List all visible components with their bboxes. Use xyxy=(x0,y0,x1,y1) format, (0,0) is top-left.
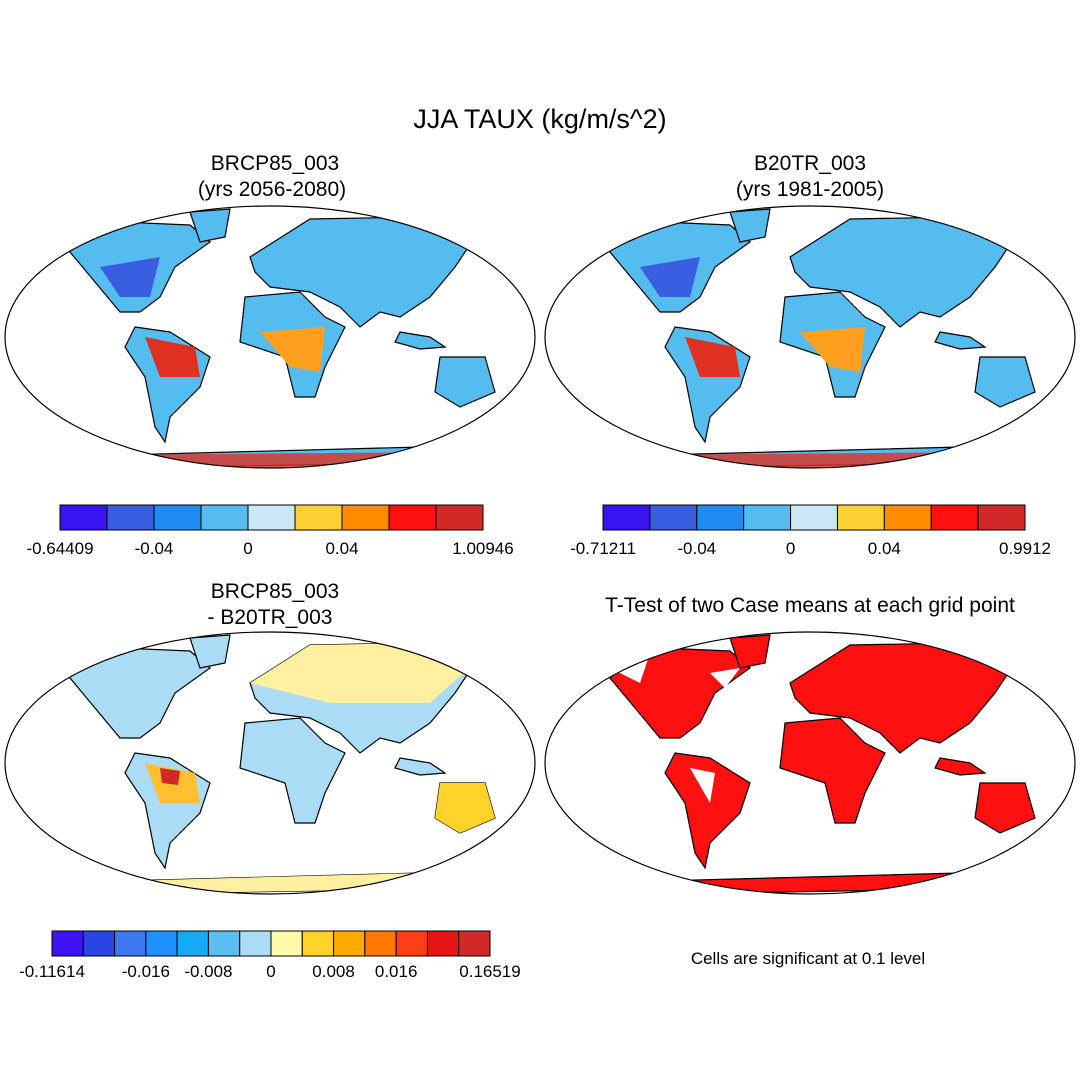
colorbar-label: 0.016 xyxy=(375,962,418,981)
colorbar-box xyxy=(395,930,428,957)
colorbar: -0.11614 -0.016 -0.008 0 0.008 0.016 0.16519 xyxy=(19,930,521,981)
colorbar-label: 0.16519 xyxy=(459,962,520,981)
colorbar-box xyxy=(790,504,838,531)
colorbar: -0.64409 -0.04 0 0.04 1.00946 xyxy=(26,504,514,558)
colorbar-label: 0.9912 xyxy=(999,539,1051,558)
colorbar-box xyxy=(341,504,390,531)
colorbar-label: -0.04 xyxy=(135,539,174,558)
colorbar-box xyxy=(114,930,147,957)
colorbar-box xyxy=(930,504,979,531)
colorbar-label: 0 xyxy=(243,539,252,558)
colorbar-box xyxy=(239,930,272,957)
colorbar-label: 0.04 xyxy=(325,539,358,558)
colorbar: -0.71211 -0.04 0 0.04 0.9912 xyxy=(570,504,1051,558)
panel-title: B20TR_003 xyxy=(754,152,866,175)
colorbar-label: 0.04 xyxy=(868,539,901,558)
note: Cells are significant at 0.1 level xyxy=(691,949,925,968)
colorbar-box xyxy=(153,504,202,531)
colorbar-label: -0.016 xyxy=(122,962,170,981)
colorbar-box xyxy=(270,930,303,957)
colorbar-label: -0.11614 xyxy=(19,962,85,981)
colorbar-box xyxy=(106,504,155,531)
map xyxy=(4,631,536,895)
colorbar-box xyxy=(602,504,651,531)
colorbar-box xyxy=(51,930,84,957)
panel-subtitle: (yrs 2056-2080) xyxy=(198,178,346,201)
colorbar-box xyxy=(176,930,209,957)
map xyxy=(544,205,1076,469)
colorbar-box xyxy=(145,930,178,957)
panel-title: BRCP85_003 xyxy=(211,580,339,603)
colorbar-label: 0.008 xyxy=(312,962,355,981)
colorbar-box xyxy=(301,930,335,957)
colorbar-box xyxy=(649,504,698,531)
figure-title: JJA TAUX (kg/m/s^2) xyxy=(413,104,666,134)
panel-subtitle: (yrs 1981-2005) xyxy=(736,178,884,201)
colorbar-label: 0 xyxy=(266,962,275,981)
map xyxy=(544,631,1076,895)
colorbar-box xyxy=(883,504,932,531)
map xyxy=(4,205,536,469)
colorbar-label: -0.008 xyxy=(184,962,232,981)
colorbar-box xyxy=(82,930,116,957)
colorbar-box xyxy=(364,930,397,957)
colorbar-box xyxy=(977,504,1026,531)
colorbar-box xyxy=(247,504,296,531)
colorbar-box xyxy=(458,930,491,957)
colorbar-box xyxy=(333,930,366,957)
colorbar-label: 0 xyxy=(786,539,795,558)
colorbar-box xyxy=(59,504,108,531)
colorbar-box xyxy=(388,504,437,531)
colorbar-label: 1.00946 xyxy=(452,539,513,558)
colorbar-box xyxy=(435,504,484,531)
panel-subtitle: - B20TR_003 xyxy=(208,606,333,629)
colorbar-label: -0.64409 xyxy=(26,539,93,558)
colorbar-label: -0.71211 xyxy=(570,539,636,558)
colorbar-box xyxy=(200,504,249,531)
colorbar-box xyxy=(743,504,792,531)
colorbar-box xyxy=(294,504,343,531)
colorbar-box xyxy=(426,930,460,957)
colorbar-label: -0.04 xyxy=(677,539,716,558)
colorbar-box xyxy=(207,930,241,957)
panel-title: T-Test of two Case means at each grid po… xyxy=(605,594,1015,617)
panel-title: BRCP85_003 xyxy=(211,152,339,175)
colorbar-box xyxy=(836,504,885,531)
colorbar-box xyxy=(696,504,745,531)
